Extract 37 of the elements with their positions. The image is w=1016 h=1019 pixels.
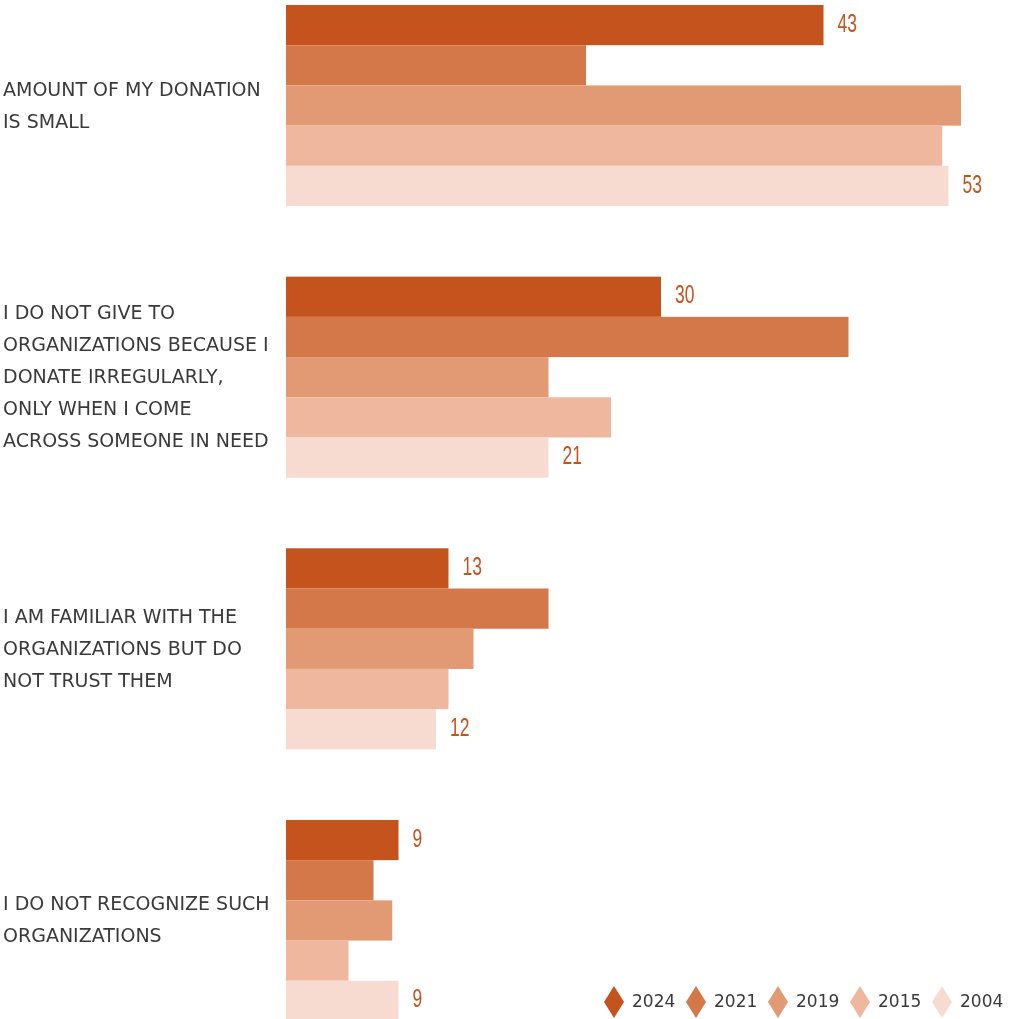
bar xyxy=(286,276,661,317)
data-label: 12 xyxy=(450,712,470,742)
bar xyxy=(286,437,549,478)
bar xyxy=(286,397,611,438)
y-tick-label: AMOUNT OF MY DONATION IS SMALL xyxy=(3,77,261,132)
data-label: 21 xyxy=(562,441,582,470)
data-label: 9 xyxy=(412,984,423,1014)
bar xyxy=(286,316,849,358)
legend-label: 2021 xyxy=(714,991,758,1011)
data-label: 13 xyxy=(462,551,482,581)
bar xyxy=(286,357,549,398)
bar xyxy=(286,819,399,861)
bar xyxy=(286,165,949,207)
y-tick-label: I DO NOT GIVE TO ORGANIZATIONS BECAUSE I DONATE IRREGULARLY, ONLY WHEN I COME ACROSS SOMEONE IN NEED xyxy=(3,300,269,451)
bar xyxy=(286,668,449,710)
y-tick-label: I DO NOT RECOGNIZE SUCH ORGANIZATIONS xyxy=(3,891,270,946)
bar xyxy=(286,588,549,629)
legend-label: 2004 xyxy=(960,991,1004,1011)
legend-label: 2024 xyxy=(632,991,676,1011)
data-label: 9 xyxy=(412,823,423,853)
bar xyxy=(286,5,824,46)
bar xyxy=(286,709,436,750)
legend-label: 2019 xyxy=(796,991,840,1011)
data-label: 30 xyxy=(675,280,695,310)
data-label: 43 xyxy=(837,8,857,38)
legend-label: 2015 xyxy=(878,991,922,1011)
bar xyxy=(286,628,474,669)
y-tick-label: I AM FAMILIAR WITH THE ORGANIZATIONS BUT DO NOT TRUST THEM xyxy=(3,604,242,691)
bar xyxy=(286,45,586,86)
bar xyxy=(286,860,374,901)
bar xyxy=(286,125,943,166)
bar xyxy=(286,980,399,1019)
bar xyxy=(286,940,349,981)
data-label: 53 xyxy=(962,169,982,199)
bar xyxy=(286,548,449,589)
bar xyxy=(286,900,393,941)
bar xyxy=(286,85,961,126)
